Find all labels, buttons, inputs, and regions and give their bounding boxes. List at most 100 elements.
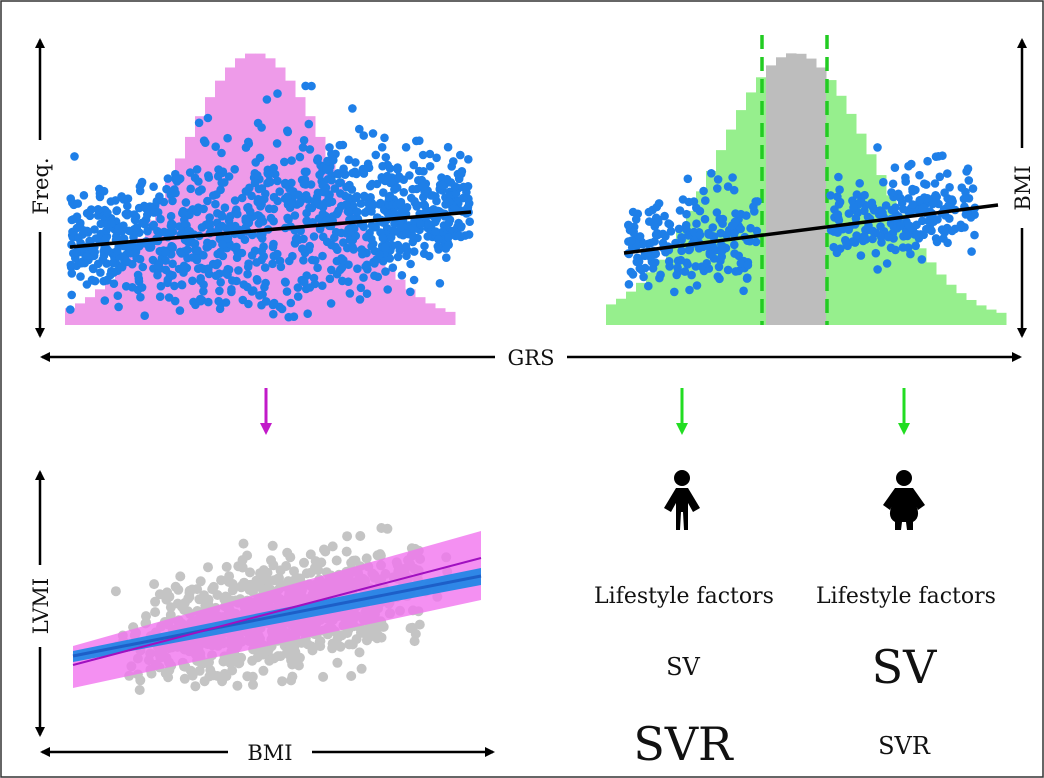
scatter-point: [265, 177, 275, 187]
scatter-point: [917, 255, 927, 264]
scatter-point: [247, 671, 258, 682]
histogram-bar: [916, 248, 927, 325]
scatter-point: [424, 220, 433, 229]
histogram-bar: [365, 238, 376, 325]
scatter-point: [275, 565, 286, 576]
scatter-point: [406, 259, 415, 269]
scatter-point: [281, 180, 290, 189]
scatter-point: [166, 221, 176, 231]
scatter-point: [110, 586, 121, 597]
scatter-point: [243, 262, 253, 272]
histogram-bar: [886, 195, 897, 325]
scatter-point: [444, 197, 454, 206]
histogram-bar: [786, 53, 797, 325]
scatter-point: [344, 155, 354, 165]
histogram-bar: [906, 232, 917, 325]
scatter-point: [654, 199, 664, 208]
scatter-point: [375, 250, 384, 260]
scatter-point: [388, 263, 398, 273]
scatter-point: [701, 196, 710, 205]
scatter-point: [133, 270, 143, 280]
scatter-point: [915, 170, 924, 180]
scatter-point: [359, 273, 368, 282]
scatter-point: [254, 184, 264, 194]
scatter-point: [908, 200, 918, 209]
histogram-bar: [606, 304, 617, 325]
scatter-point: [161, 256, 170, 265]
scatter-point: [211, 260, 221, 270]
scatter-point: [455, 231, 464, 240]
scatter-point: [168, 196, 177, 206]
scatter-point: [393, 252, 403, 262]
scatter-point: [309, 232, 319, 241]
scatter-point: [331, 242, 340, 252]
scatter-point: [143, 226, 152, 236]
scatter-point: [714, 262, 724, 272]
scatter-point: [234, 266, 243, 275]
scatter-point: [258, 565, 269, 576]
scatter-point: [358, 164, 368, 174]
scatter-point: [90, 225, 99, 234]
scatter-point: [834, 200, 844, 209]
scatter-point: [149, 182, 158, 191]
scatter-point: [269, 192, 279, 202]
scatter-point: [742, 274, 752, 283]
scatter-point: [383, 175, 393, 184]
scatter-point: [327, 541, 338, 552]
scatter-point: [849, 203, 858, 212]
scatter-point: [912, 220, 921, 230]
scatter-point: [282, 287, 292, 296]
scatter-point: [257, 234, 267, 243]
scatter-point: [243, 269, 252, 279]
scatter-point: [700, 214, 710, 224]
scatter-point: [217, 221, 227, 231]
scatter-point: [269, 204, 279, 214]
scatter-point: [87, 275, 97, 285]
scatter-point: [177, 601, 187, 612]
scatter-point: [677, 233, 686, 242]
scatter-point: [295, 198, 305, 208]
scatter-point: [218, 168, 227, 178]
scatter-point: [318, 251, 327, 261]
scatter-point: [261, 297, 271, 306]
scatter-point: [74, 233, 83, 243]
scatter-point: [826, 191, 835, 200]
scatter-point: [255, 153, 265, 163]
scatter-point: [877, 232, 886, 242]
scatter-point: [351, 193, 361, 202]
scatter-point: [956, 223, 965, 232]
scatter-point: [957, 183, 967, 192]
scatter-point: [376, 523, 387, 533]
scatter-point: [945, 214, 954, 223]
scatter-point: [666, 227, 676, 236]
scatter-point: [185, 168, 195, 177]
scatter-point: [227, 585, 238, 596]
scatter-point: [179, 673, 190, 684]
scatter-point: [302, 216, 312, 225]
scatter-point: [284, 215, 293, 224]
scatter-point: [161, 265, 171, 275]
scatter-point: [190, 681, 201, 692]
scatter-point: [465, 217, 475, 226]
scatter-point: [255, 291, 264, 300]
scatter-point: [681, 220, 691, 230]
scatter-point: [224, 577, 234, 587]
scatter-point: [856, 251, 866, 260]
scatter-point: [199, 287, 208, 296]
scatter-point: [305, 241, 315, 251]
scatter-point: [93, 259, 103, 269]
scatter-point: [204, 173, 214, 182]
scatter-point: [181, 198, 191, 207]
scatter-point: [935, 172, 945, 182]
scatter-point: [175, 571, 186, 582]
scatter-point: [153, 270, 162, 280]
scatter-point: [139, 201, 149, 211]
scatter-point: [117, 262, 127, 272]
scatter-point: [964, 194, 974, 203]
scatter-point: [243, 580, 254, 590]
histogram-bar: [215, 80, 226, 326]
scatter-point: [359, 222, 369, 232]
scatter-point: [113, 291, 123, 301]
scatter-point: [177, 280, 187, 290]
scatter-point: [660, 211, 669, 221]
